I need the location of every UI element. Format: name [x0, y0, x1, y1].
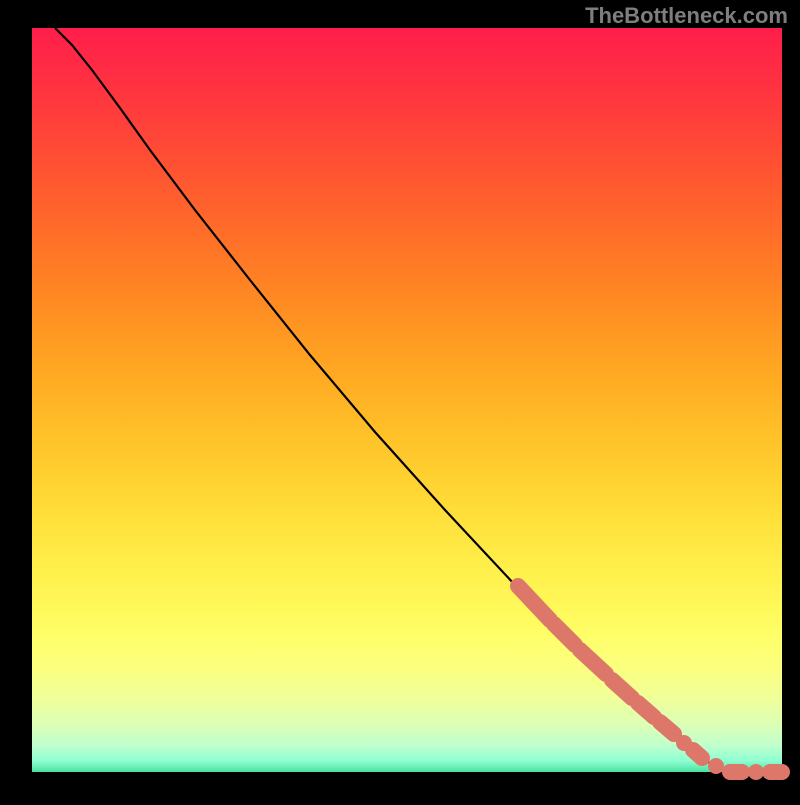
bottleneck-chart [0, 0, 800, 800]
chart-container: TheBottleneck.com [0, 0, 800, 800]
marker-dot [748, 764, 764, 780]
marker-segment [693, 750, 702, 758]
marker-segment [638, 703, 654, 717]
marker-segment [660, 722, 674, 734]
marker-dot [708, 758, 724, 774]
plot-background [32, 28, 782, 772]
watermark-text: TheBottleneck.com [585, 3, 788, 29]
